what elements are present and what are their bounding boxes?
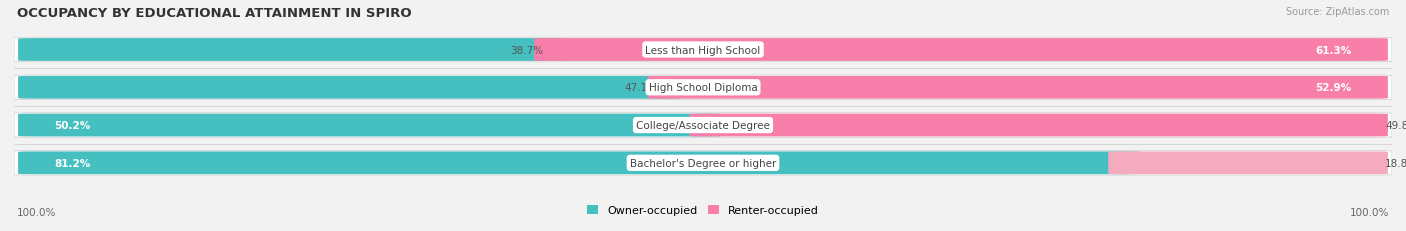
FancyBboxPatch shape: [18, 114, 721, 137]
Text: 18.8%: 18.8%: [1385, 158, 1406, 168]
Text: 49.8%: 49.8%: [1385, 121, 1406, 131]
Text: Bachelor's Degree or higher: Bachelor's Degree or higher: [630, 158, 776, 168]
FancyBboxPatch shape: [1108, 152, 1388, 174]
Text: 100.0%: 100.0%: [17, 207, 56, 217]
Text: 100.0%: 100.0%: [1350, 207, 1389, 217]
Text: OCCUPANCY BY EDUCATIONAL ATTAINMENT IN SPIRO: OCCUPANCY BY EDUCATIONAL ATTAINMENT IN S…: [17, 7, 412, 20]
FancyBboxPatch shape: [14, 151, 1392, 175]
Text: 61.3%: 61.3%: [1315, 45, 1351, 55]
FancyBboxPatch shape: [534, 39, 1388, 62]
Text: Less than High School: Less than High School: [645, 45, 761, 55]
FancyBboxPatch shape: [18, 76, 681, 99]
Text: 50.2%: 50.2%: [55, 121, 91, 131]
FancyBboxPatch shape: [14, 113, 1392, 138]
FancyBboxPatch shape: [648, 76, 1388, 99]
Text: College/Associate Degree: College/Associate Degree: [636, 121, 770, 131]
FancyBboxPatch shape: [18, 152, 1140, 174]
FancyBboxPatch shape: [18, 39, 567, 62]
Legend: Owner-occupied, Renter-occupied: Owner-occupied, Renter-occupied: [582, 200, 824, 219]
Text: Source: ZipAtlas.com: Source: ZipAtlas.com: [1285, 7, 1389, 17]
Text: 81.2%: 81.2%: [55, 158, 91, 168]
Text: High School Diploma: High School Diploma: [648, 83, 758, 93]
Text: 47.1%: 47.1%: [624, 83, 657, 93]
FancyBboxPatch shape: [14, 76, 1392, 100]
Text: 52.9%: 52.9%: [1315, 83, 1351, 93]
FancyBboxPatch shape: [689, 114, 1388, 137]
Text: 38.7%: 38.7%: [510, 45, 544, 55]
FancyBboxPatch shape: [14, 38, 1392, 63]
